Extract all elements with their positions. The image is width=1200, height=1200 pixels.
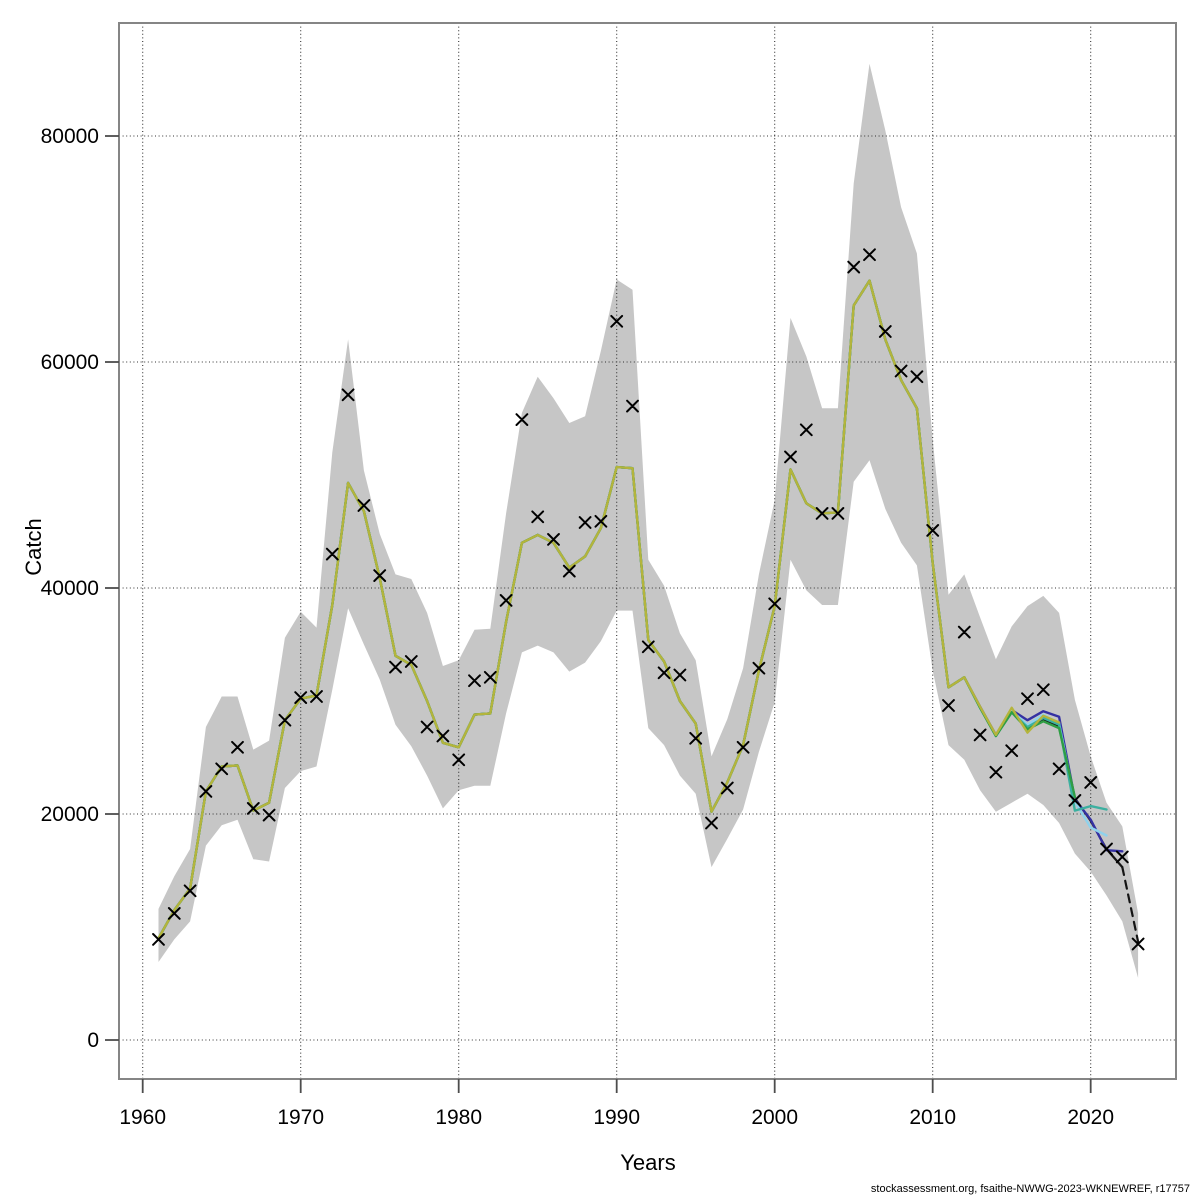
- axis-tick-labels: 0 20000 40000 60000 80000 1960 1970 1980 1990 200…: [41, 125, 1114, 1129]
- x-tick-label: 2000: [751, 1106, 798, 1129]
- retro-peel-olive: [157, 279, 1061, 940]
- y-tick-label: 40000: [41, 577, 99, 600]
- x-tick-label: 1970: [277, 1106, 324, 1129]
- x-tick-label: 2010: [909, 1106, 956, 1129]
- x-tick-label: 1980: [435, 1106, 482, 1129]
- y-axis-title: Catch: [21, 518, 46, 576]
- plot-border: [118, 22, 1177, 1080]
- y-tick-label: 60000: [41, 351, 99, 374]
- x-tick-label: 2020: [1067, 1106, 1114, 1129]
- confidence-band: [158, 63, 1139, 978]
- x-tick-label: 1990: [593, 1106, 640, 1129]
- y-tick-label: 80000: [41, 125, 99, 148]
- axis-ticks: [105, 135, 1092, 1093]
- y-tick-label: 0: [87, 1029, 99, 1052]
- x-tick-label: 1960: [119, 1106, 166, 1129]
- observed-catch-markers: [152, 248, 1145, 951]
- retro-peel-olive-line: [157, 279, 1061, 940]
- credit-footer: stockassessment.org, fsaithe-NWWG-2023-W…: [870, 1183, 1190, 1195]
- y-tick-label: 20000: [41, 803, 99, 826]
- base-run-forecast-dashed: [1121, 865, 1140, 943]
- x-axis-title: Years: [620, 1150, 676, 1175]
